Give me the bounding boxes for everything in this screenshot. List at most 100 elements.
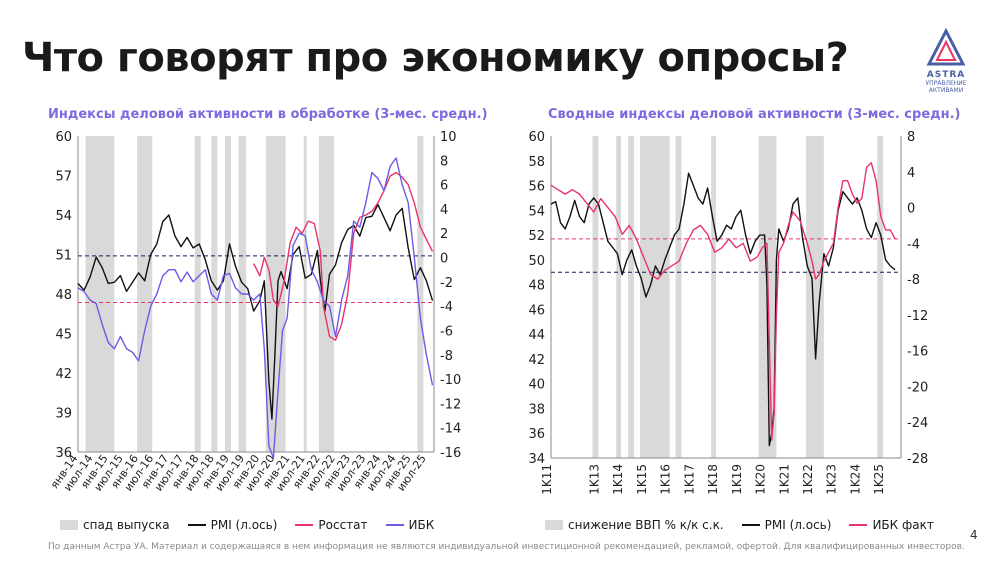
left-legend: спад выпуска PMI (л.ось) Росстат ИБК — [60, 518, 444, 532]
y-left-tick-label: 54 — [55, 209, 72, 224]
logo-subtitle-1: УПРАВЛЕНИЕ — [925, 80, 967, 87]
x-tick-label: 1K21 — [777, 464, 791, 495]
y-left-tick-label: 42 — [528, 353, 545, 368]
y-left-tick-label: 34 — [528, 452, 545, 467]
y-right-tick-label: -16 — [440, 446, 461, 461]
triangle-logo-icon — [926, 28, 966, 66]
legend-pmi: PMI (л.ось) — [741, 518, 831, 532]
x-tick-label: 1K11 — [540, 464, 554, 495]
x-tick-label: 1K13 — [587, 464, 601, 495]
x-tick-label: 1K23 — [825, 464, 839, 495]
y-right-tick-label: -24 — [907, 416, 928, 431]
recession-band — [194, 136, 201, 452]
astra-logo: ASTRA УПРАВЛЕНИЕ АКТИВАМИ — [918, 28, 974, 108]
logo-subtitle-2: АКТИВАМИ — [928, 87, 964, 94]
y-right-tick-label: -8 — [907, 273, 920, 288]
y-left-tick-label: 38 — [528, 402, 545, 417]
legend-pmi: PMI (л.ось) — [187, 518, 277, 532]
recession-band — [265, 136, 286, 452]
y-left-tick-label: 36 — [528, 427, 545, 442]
y-left-tick-label: 57 — [55, 170, 72, 185]
y-right-tick-label: -4 — [907, 237, 920, 252]
recession-band — [806, 136, 824, 458]
logo-brand: ASTRA — [926, 70, 966, 80]
y-left-tick-label: 39 — [55, 407, 72, 422]
recession-band — [85, 136, 115, 452]
y-left-tick-label: 51 — [55, 249, 72, 264]
y-right-tick-label: -10 — [440, 373, 461, 388]
left-chart: 363942454851545760-16-14-12-10-8-6-4-202… — [48, 130, 461, 494]
x-tick-label: 1K22 — [801, 464, 815, 495]
y-right-tick-label: -6 — [440, 324, 453, 339]
page-number: 4 — [970, 528, 978, 542]
y-left-tick-label: 48 — [528, 279, 545, 294]
right-chart: 3436384042444648505254565860-28-24-20-16… — [528, 130, 928, 495]
legend-ibk-fact: ИБК факт — [849, 518, 934, 532]
x-tick-label: 1K20 — [754, 464, 768, 495]
x-tick-label: 1K18 — [706, 464, 720, 495]
series-line — [253, 171, 434, 341]
recession-band — [211, 136, 218, 452]
recession-band — [616, 136, 621, 458]
recession-band — [592, 136, 599, 458]
x-tick-label: 1K19 — [730, 464, 744, 495]
x-tick-label: 1K16 — [659, 464, 673, 495]
y-right-tick-label: 2 — [440, 227, 448, 242]
series-line — [550, 172, 896, 447]
legend-gdp-decline: снижение ВВП % к/к с.к. — [545, 518, 724, 532]
y-right-tick-label: -12 — [907, 309, 928, 324]
y-left-tick-label: 54 — [528, 204, 545, 219]
recession-band — [877, 136, 884, 458]
recession-band — [303, 136, 307, 452]
y-left-tick-label: 40 — [528, 378, 545, 393]
y-left-tick-label: 46 — [528, 303, 545, 318]
y-left-tick-label: 42 — [55, 367, 72, 382]
y-right-tick-label: -28 — [907, 452, 928, 467]
y-left-tick-label: 50 — [528, 254, 545, 269]
recession-band — [417, 136, 424, 452]
legend-rosstat: Росстат — [295, 518, 368, 532]
series-line — [550, 162, 896, 441]
recession-band — [628, 136, 635, 458]
footnote: По данным Астра УА. Материал и содержаща… — [48, 542, 965, 552]
recession-band — [639, 136, 670, 458]
legend-ibk: ИБК — [385, 518, 434, 532]
y-right-tick-label: 4 — [907, 166, 915, 181]
y-right-tick-label: -12 — [440, 397, 461, 412]
y-left-tick-label: 60 — [528, 130, 545, 145]
y-right-tick-label: -16 — [907, 345, 928, 360]
series-line — [77, 203, 434, 420]
recession-band — [675, 136, 682, 458]
recession-band — [224, 136, 232, 452]
y-left-tick-label: 58 — [528, 155, 545, 170]
y-right-tick-label: 0 — [440, 252, 448, 267]
y-right-tick-label: 4 — [440, 203, 448, 218]
y-right-tick-label: 8 — [440, 154, 448, 169]
y-right-tick-label: -14 — [440, 422, 461, 437]
x-tick-label: 1K25 — [872, 464, 886, 495]
x-tick-label: 1K14 — [611, 464, 625, 495]
y-left-tick-label: 36 — [55, 446, 72, 461]
y-right-tick-label: -2 — [440, 276, 453, 291]
right-legend: снижение ВВП % к/к с.к. PMI (л.ось) ИБК … — [545, 518, 944, 532]
x-tick-label: 1K24 — [848, 464, 862, 495]
y-left-tick-label: 45 — [55, 328, 72, 343]
legend-recession: спад выпуска — [60, 518, 170, 532]
y-left-tick-label: 56 — [528, 180, 545, 195]
x-tick-label: 1K15 — [635, 464, 649, 495]
recession-band — [137, 136, 153, 452]
y-right-tick-label: 6 — [440, 179, 448, 194]
y-left-tick-label: 48 — [55, 288, 72, 303]
y-left-tick-label: 44 — [528, 328, 545, 343]
right-chart-title: Сводные индексы деловой активности (3-ме… — [548, 107, 961, 122]
y-right-tick-label: 0 — [907, 202, 915, 217]
y-left-tick-label: 52 — [528, 229, 545, 244]
page-title: Что говорят про экономику опросы? — [22, 35, 849, 81]
y-right-tick-label: -8 — [440, 349, 453, 364]
series-line — [77, 157, 434, 459]
y-right-tick-label: 10 — [440, 130, 457, 145]
y-right-tick-label: -4 — [440, 300, 453, 315]
recession-band — [711, 136, 716, 458]
y-right-tick-label: 8 — [907, 130, 915, 145]
y-left-tick-label: 60 — [55, 130, 72, 145]
